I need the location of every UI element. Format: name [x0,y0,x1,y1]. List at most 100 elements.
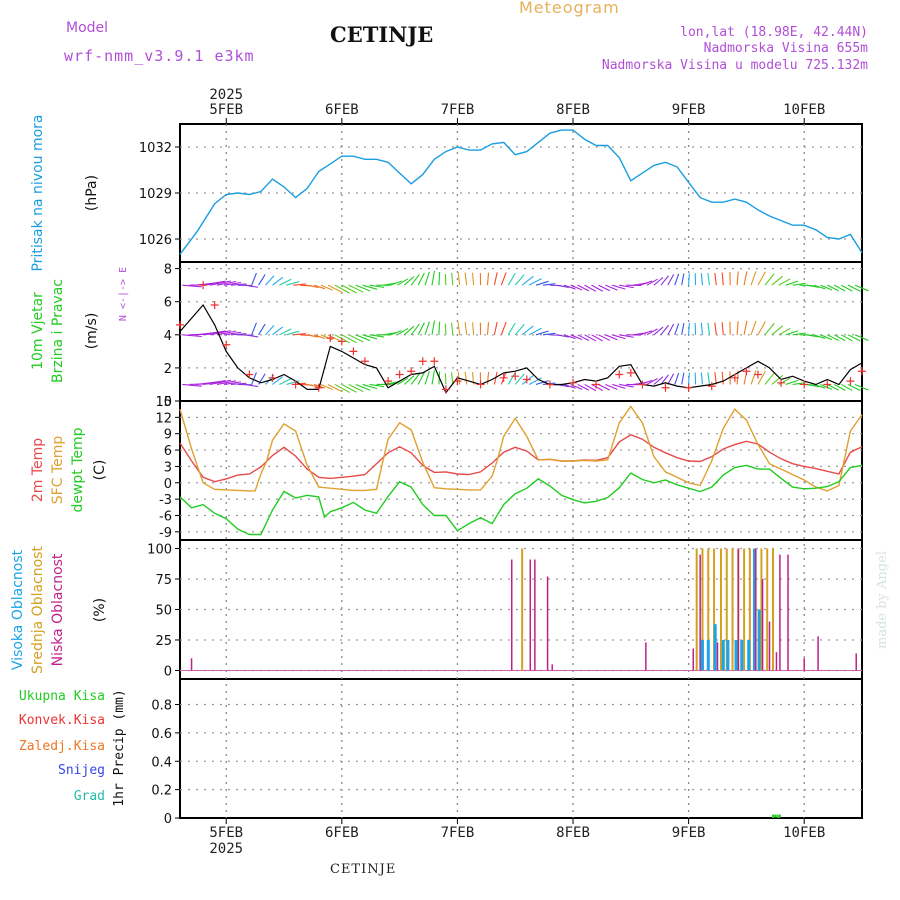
wind-arrow [584,334,597,342]
wind-arrow [721,272,724,286]
top-tick-label-6: 10FEB [783,102,825,118]
wind-arrow [598,284,611,292]
precip-legend-5: Grad [74,789,105,804]
gust-marker [326,334,335,343]
wind-arrow [721,371,724,385]
wind-arrow [369,334,385,338]
wind-arrow [570,284,583,291]
wind-direction-legend: N <-|-> E [118,267,129,321]
wind-arrow [598,383,611,391]
pressure-ytick-label-1: 1026 [139,233,172,248]
wind-arrow [272,326,284,336]
wind-arrow [362,284,378,290]
wind-arrow [486,272,490,286]
wind-arrow [355,284,371,292]
gust-marker [314,383,323,392]
gust-marker [511,372,520,381]
wind-arrow [556,284,569,289]
gust-marker [418,357,427,366]
wind-arrow [827,284,840,292]
wind-arrow [646,278,658,286]
wind-arrow [521,325,534,336]
top-tick-label-1: 5FEB [209,102,243,118]
wind-arrow [714,272,717,286]
wind-arrow [320,383,333,391]
page-title: CETINJE [330,22,434,47]
wind-arrow [230,283,247,286]
wind-arrow [341,383,357,393]
wind-arrow [771,375,784,385]
wind-arrow [542,332,556,336]
wind-arrow [464,272,468,286]
wind-arrow [820,334,833,341]
wind-arrow [660,324,669,336]
clouds-ytick-label-3: 50 [155,604,172,619]
wind-arrow [792,282,806,286]
gust-marker [800,380,809,389]
wind-arrow [653,276,664,286]
bottom-tick-label-3: 7FEB [441,825,475,841]
temperature-ytick-label-4: 0 [164,477,172,492]
watermark: made by Angel [875,551,890,649]
gust-marker [545,380,554,389]
wind-arrow [700,372,704,385]
wind-arrow [424,321,430,335]
wind-arrow [660,374,669,385]
wind-arrow [681,372,685,385]
wind-arrow [417,322,425,336]
wind-arrow [840,383,853,391]
gust-marker [777,378,786,387]
temperature-ytick-label-8: 12 [155,411,172,426]
wind-arrow [813,383,826,389]
bottom-tick-label-2: 6FEB [325,825,359,841]
wind-arrow [605,383,618,390]
wind-arrow [535,380,549,385]
precip-ytick-label-5: 0.8 [151,699,172,714]
bottom-year-label: 2025 [209,841,243,857]
wind-arrow [681,323,685,335]
wind-arrow [279,378,292,385]
gust-marker [453,377,462,386]
wind-arrow [410,373,420,385]
wind-arrow [757,321,766,336]
wind-arrow [182,383,202,387]
wind-arrow [493,272,498,286]
wind-arrow [556,334,569,338]
wind-arrow [464,371,468,385]
wind-arrow [251,272,257,286]
wind-arrow [507,322,516,336]
gust-marker [210,301,219,310]
wind-arrow [764,323,775,336]
chart-frame [179,123,863,819]
wind-arrow [397,377,409,385]
wind-arrow [674,323,680,335]
meteogram-label: Meteogram [519,0,620,17]
gust-marker [638,380,647,389]
wind-arrow [500,272,507,286]
wind-arrow [362,383,378,390]
wind-arrow [514,373,525,385]
wind-arrow [563,284,576,290]
wind-arrow [472,322,475,335]
gust-marker [823,380,832,389]
wind-arrow [438,271,441,286]
wind-arrow [707,273,710,286]
wind-arrow [362,334,378,340]
wind-arrow [570,334,583,341]
gust-marker [222,340,231,349]
wind-arrow [216,330,237,336]
wind-arrow [854,334,869,341]
wind-arrow [806,284,819,288]
wind-arrow [792,332,806,336]
gust-marker [592,380,601,389]
wind-arrow [619,334,634,338]
gust-marker [384,377,393,386]
precip-unit: 1hr Precip (mm) [112,689,127,806]
wind-arrow [341,284,357,294]
wind-arrow [223,282,242,286]
precip-ytick-label-3: 0.4 [151,755,172,770]
wind-unit: (m/s) [84,313,100,350]
wind-arrow [612,334,626,340]
temp-ylabel-sfc: SFC Temp [50,436,66,505]
wind-arrow [348,334,364,343]
